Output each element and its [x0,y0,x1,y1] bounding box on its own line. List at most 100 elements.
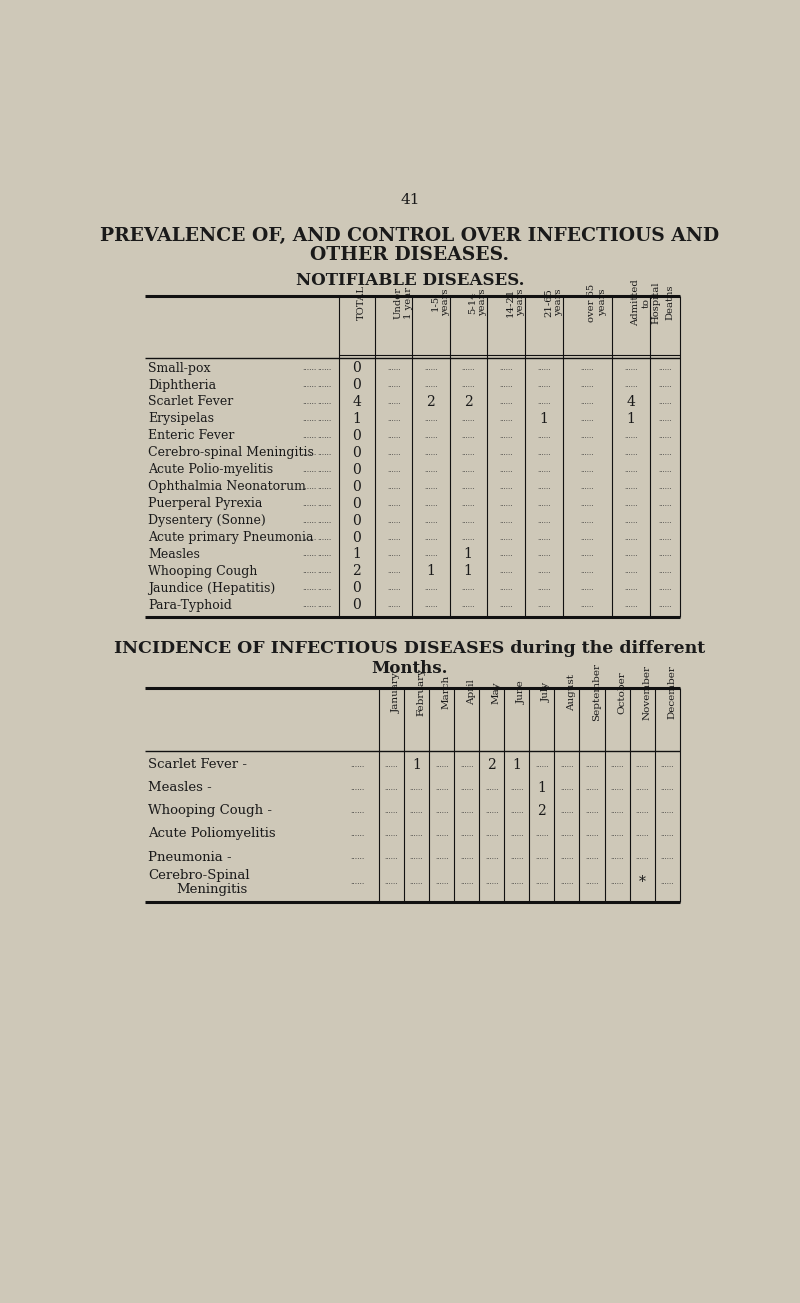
Text: ......: ...... [499,499,513,508]
Text: ......: ...... [318,364,332,373]
Text: ......: ...... [318,397,332,407]
Text: 0: 0 [353,581,362,595]
Text: ......: ...... [318,414,332,423]
Text: ......: ...... [350,830,365,838]
Text: Acute primary Pneumonia: Acute primary Pneumonia [148,532,314,545]
Text: ......: ...... [462,516,475,525]
Text: ......: ...... [318,431,332,440]
Text: ......: ...... [460,853,474,861]
Text: ......: ...... [581,364,594,373]
Text: ......: ...... [658,499,672,508]
Text: ......: ...... [302,499,316,508]
Text: ......: ...... [350,807,365,814]
Text: NOTIFIABLE DISEASES.: NOTIFIABLE DISEASES. [296,272,524,289]
Text: ......: ...... [462,380,475,390]
Text: ......: ...... [538,448,551,457]
Text: ......: ...... [658,448,672,457]
Text: ......: ...... [499,567,513,576]
Text: ......: ...... [460,830,474,838]
Text: 2: 2 [426,395,435,409]
Text: ......: ...... [538,482,551,491]
Text: ......: ...... [302,516,316,525]
Text: ......: ...... [462,448,475,457]
Text: 1: 1 [426,564,435,579]
Text: 0: 0 [353,513,362,528]
Text: Puerperal Pyrexia: Puerperal Pyrexia [148,498,262,511]
Text: ......: ...... [462,584,475,593]
Text: ......: ...... [624,533,638,542]
Text: ......: ...... [661,853,674,861]
Text: ......: ...... [624,499,638,508]
Text: ......: ...... [538,550,551,559]
Text: ......: ...... [624,465,638,474]
Text: ......: ...... [410,830,423,838]
Text: ......: ...... [624,431,638,440]
Text: ......: ...... [538,567,551,576]
Text: ......: ...... [499,397,513,407]
Text: Measles: Measles [148,549,200,562]
Text: ......: ...... [302,448,316,457]
Text: 5-14
years: 5-14 years [468,289,487,317]
Text: ......: ...... [435,853,448,861]
Text: OTHER DISEASES.: OTHER DISEASES. [310,246,510,265]
Text: ......: ...... [510,853,523,861]
Text: Deaths: Deaths [665,285,674,321]
Text: ......: ...... [462,431,475,440]
Text: ......: ...... [586,830,598,838]
Text: 1: 1 [512,757,522,771]
Text: ......: ...... [658,380,672,390]
Text: ......: ...... [410,784,423,792]
Text: Dysentery (Sonne): Dysentery (Sonne) [148,515,266,528]
Text: *: * [638,874,646,889]
Text: ......: ...... [661,784,674,792]
Text: 21-65
years: 21-65 years [544,288,563,317]
Text: ......: ...... [499,414,513,423]
Text: ......: ...... [658,567,672,576]
Text: ......: ...... [658,397,672,407]
Text: 1: 1 [464,547,473,562]
Text: Whooping Cough -: Whooping Cough - [148,804,272,817]
Text: ......: ...... [410,878,423,886]
Text: ......: ...... [424,414,438,423]
Text: ......: ...... [499,465,513,474]
Text: ......: ...... [302,465,316,474]
Text: ......: ...... [385,830,398,838]
Text: Diphtheria: Diphtheria [148,379,216,391]
Text: ......: ...... [485,878,498,886]
Text: 4: 4 [626,395,635,409]
Text: December: December [667,666,676,719]
Text: October: October [617,671,626,714]
Text: ......: ...... [462,465,475,474]
Text: 2: 2 [538,804,546,818]
Text: ......: ...... [581,414,594,423]
Text: 14-21
years: 14-21 years [506,288,525,318]
Text: 1: 1 [353,547,362,562]
Text: ......: ...... [385,878,398,886]
Text: ......: ...... [538,431,551,440]
Text: ......: ...... [302,397,316,407]
Text: ......: ...... [460,878,474,886]
Text: ......: ...... [387,448,401,457]
Text: ......: ...... [658,414,672,423]
Text: ......: ...... [610,878,624,886]
Text: ......: ...... [499,601,513,610]
Text: 0: 0 [353,429,362,443]
Text: ......: ...... [460,784,474,792]
Text: ......: ...... [302,380,316,390]
Text: Pneumonia -: Pneumonia - [148,851,232,864]
Text: ......: ...... [658,364,672,373]
Text: ......: ...... [535,830,549,838]
Text: ......: ...... [302,601,316,610]
Text: ......: ...... [462,499,475,508]
Text: ......: ...... [485,784,498,792]
Text: ......: ...... [318,601,332,610]
Text: ......: ...... [318,482,332,491]
Text: ......: ...... [302,414,316,423]
Text: 0: 0 [353,480,362,494]
Text: Para-Typhoid: Para-Typhoid [148,599,232,612]
Text: 0: 0 [353,446,362,460]
Text: ......: ...... [658,601,672,610]
Text: ......: ...... [586,761,598,769]
Text: ......: ...... [661,878,674,886]
Text: ......: ...... [302,533,316,542]
